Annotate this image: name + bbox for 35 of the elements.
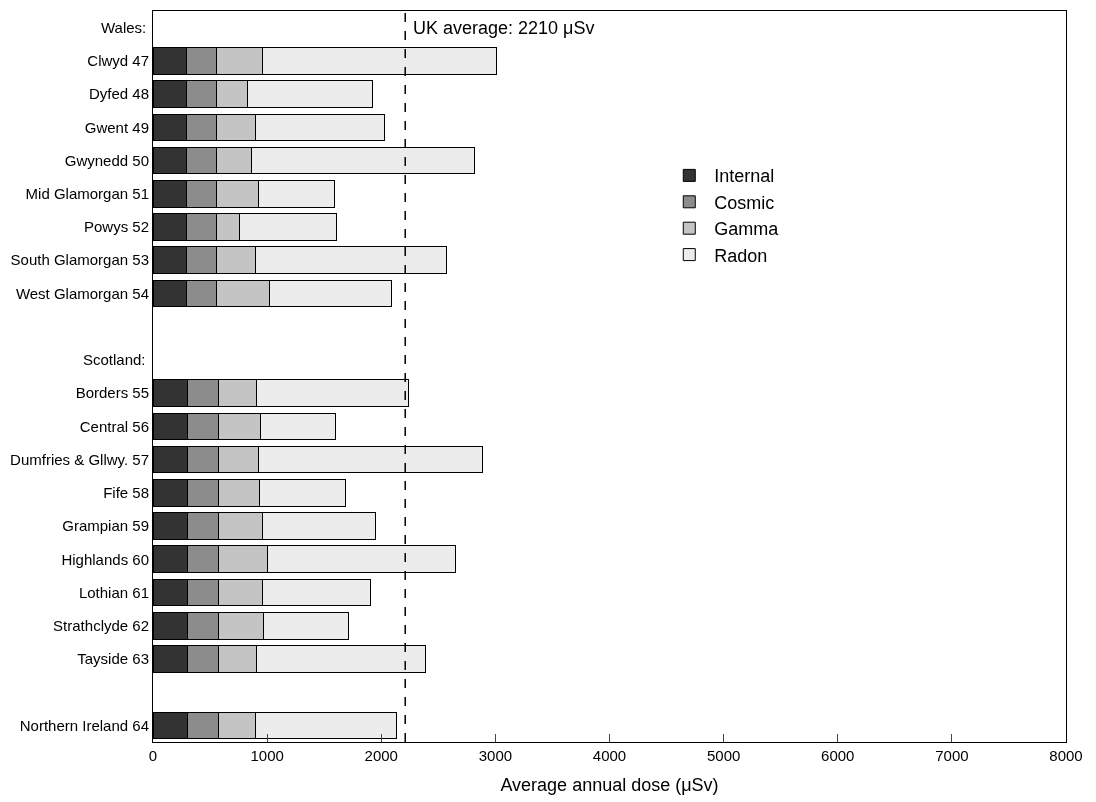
y-tick-label: Lothian 61 bbox=[78, 583, 149, 601]
y-tick-label: Grampian 59 bbox=[62, 517, 149, 535]
x-tick-label: 3000 bbox=[478, 747, 513, 764]
y-tick-label: South Glamorgan 53 bbox=[10, 251, 149, 269]
x-tick-label: 6000 bbox=[821, 747, 855, 764]
legend-label: Gamma bbox=[714, 219, 780, 240]
x-tick-label: 7000 bbox=[935, 747, 969, 764]
y-tick-label: Tayside 63 bbox=[77, 650, 149, 668]
x-tick-label: 0 bbox=[148, 747, 158, 764]
y-tick-label: Gwent 49 bbox=[84, 118, 149, 136]
x-tick-label: 1000 bbox=[250, 747, 284, 764]
text: Scotland: bbox=[83, 351, 146, 368]
text: Wales: bbox=[101, 19, 147, 36]
y-tick-label: Fife 58 bbox=[103, 484, 149, 502]
legend-label: Cosmic bbox=[714, 192, 775, 213]
y-tick-label: Dyfed 48 bbox=[88, 85, 149, 103]
y-tick-label: Borders 55 bbox=[75, 384, 149, 402]
y-tick-label: Dumfries & Gllwy. 57 bbox=[10, 450, 149, 468]
y-tick-label: Mid Glamorgan 51 bbox=[25, 185, 149, 202]
legend-label: Radon bbox=[714, 245, 768, 266]
y-tick-label: Powys 52 bbox=[83, 218, 149, 236]
y-tick-label: Strathclyde 62 bbox=[53, 616, 149, 634]
legend-label: Internal bbox=[714, 166, 775, 187]
x-tick-label: 4000 bbox=[592, 747, 627, 764]
y-tick-label: Gwynedd 50 bbox=[64, 151, 149, 169]
y-tick-label: Northern Ireland 64 bbox=[19, 716, 149, 734]
x-axis-title: Average annual dose (μSv) bbox=[500, 775, 719, 796]
y-tick-label: Highlands 60 bbox=[61, 550, 149, 568]
x-tick-label: 8000 bbox=[1049, 747, 1083, 764]
x-tick-label: 2000 bbox=[364, 747, 398, 764]
y-tick-label: Clwyd 47 bbox=[87, 52, 149, 70]
x-tick-label: 5000 bbox=[706, 747, 741, 764]
y-tick-label: West Glamorgan 54 bbox=[15, 284, 149, 302]
ref-line-label: UK average: 2210 μSv bbox=[413, 18, 595, 38]
y-tick-label: Central 56 bbox=[79, 417, 149, 435]
